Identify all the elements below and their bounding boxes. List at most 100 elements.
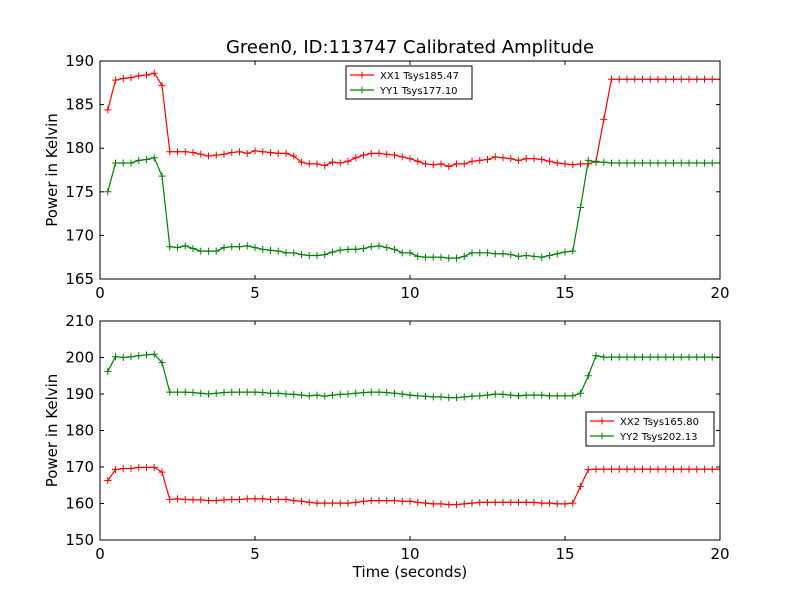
data-point [546, 251, 553, 259]
data-point [685, 465, 693, 473]
x-tick-label: 5 [250, 284, 260, 302]
data-point [220, 389, 228, 397]
data-point [290, 249, 298, 257]
data-point [437, 253, 445, 261]
data-point [546, 392, 553, 400]
data-point [592, 158, 600, 166]
data-point [251, 147, 259, 155]
data-point [530, 155, 538, 163]
data-point [522, 155, 530, 163]
data-point [313, 499, 321, 507]
data-point [282, 249, 290, 257]
data-point [181, 242, 189, 250]
data-point [181, 388, 189, 396]
data-point [352, 498, 360, 506]
data-point [406, 497, 414, 505]
data-point [693, 159, 701, 167]
data-point [546, 499, 553, 507]
data-point [212, 497, 220, 505]
data-point [460, 393, 468, 401]
data-point [282, 495, 290, 503]
data-point [623, 353, 631, 361]
data-point [701, 465, 708, 473]
legend-entry: YY2 Tsys202.13 [590, 432, 698, 443]
data-point [662, 465, 670, 473]
data-point [205, 497, 212, 505]
data-point [569, 161, 577, 169]
x-tick-label: 0 [95, 545, 105, 563]
data-point [522, 498, 530, 506]
legend-entry: XX2 Tsys165.80 [590, 417, 699, 428]
figure-title: Green0, ID:113747 Calibrated Amplitude [226, 37, 594, 58]
data-point [546, 157, 553, 165]
data-point [468, 249, 476, 257]
data-point [127, 464, 135, 472]
data-point [646, 353, 654, 361]
y-axis-label: Power in Kelvin [43, 113, 61, 227]
data-point [143, 463, 150, 471]
data-point [367, 149, 375, 157]
data-point [243, 495, 251, 503]
y-tick-label: 150 [65, 531, 94, 549]
data-point [329, 391, 336, 399]
data-point [429, 253, 437, 261]
data-point [197, 496, 205, 504]
data-point [352, 389, 360, 397]
data-point [360, 389, 367, 397]
data-point [282, 149, 290, 157]
data-point [367, 388, 375, 396]
data-point [437, 500, 445, 508]
legend-label: XX2 Tsys165.80 [620, 417, 699, 428]
data-point [654, 75, 662, 83]
data-point [608, 75, 615, 83]
data-point [468, 499, 476, 507]
data-point [174, 244, 181, 252]
data-point [352, 154, 360, 162]
data-point [251, 495, 259, 503]
data-point [592, 352, 600, 360]
data-point [670, 353, 677, 361]
data-point [150, 350, 158, 358]
plot-area [104, 350, 720, 509]
data-point [491, 390, 499, 398]
data-point [615, 159, 623, 167]
data-point [701, 159, 708, 167]
data-point [321, 499, 329, 507]
data-point [600, 115, 608, 123]
data-point [298, 391, 305, 399]
data-point [360, 497, 367, 505]
data-point [708, 75, 716, 83]
data-point [228, 495, 236, 503]
data-point [491, 153, 499, 161]
data-point [561, 248, 569, 256]
data-point [445, 163, 453, 171]
data-point [453, 501, 460, 509]
legend-marker [358, 71, 366, 79]
data-point [205, 152, 212, 160]
data-point [553, 250, 561, 258]
data-point [383, 150, 391, 158]
bottom-panel: 0 5 10 15 20 150 160 170 180 190 200 210 Power in Ke… [43, 312, 730, 581]
data-point [437, 393, 445, 401]
data-point [135, 156, 143, 164]
data-point [476, 392, 484, 400]
data-point [414, 157, 422, 165]
data-point [181, 148, 189, 156]
data-point [166, 243, 174, 251]
data-point [398, 497, 406, 505]
data-point [344, 245, 352, 253]
data-point [406, 391, 414, 399]
data-point [553, 392, 561, 400]
data-point [631, 75, 639, 83]
data-point [693, 465, 701, 473]
data-point [135, 463, 143, 471]
y-tick-label: 175 [65, 183, 94, 201]
data-point [584, 466, 592, 474]
legend-label: YY2 Tsys202.13 [619, 432, 698, 443]
data-point [608, 159, 615, 167]
data-point [274, 389, 282, 397]
y-tick-label: 160 [65, 495, 94, 513]
data-point [406, 249, 414, 257]
